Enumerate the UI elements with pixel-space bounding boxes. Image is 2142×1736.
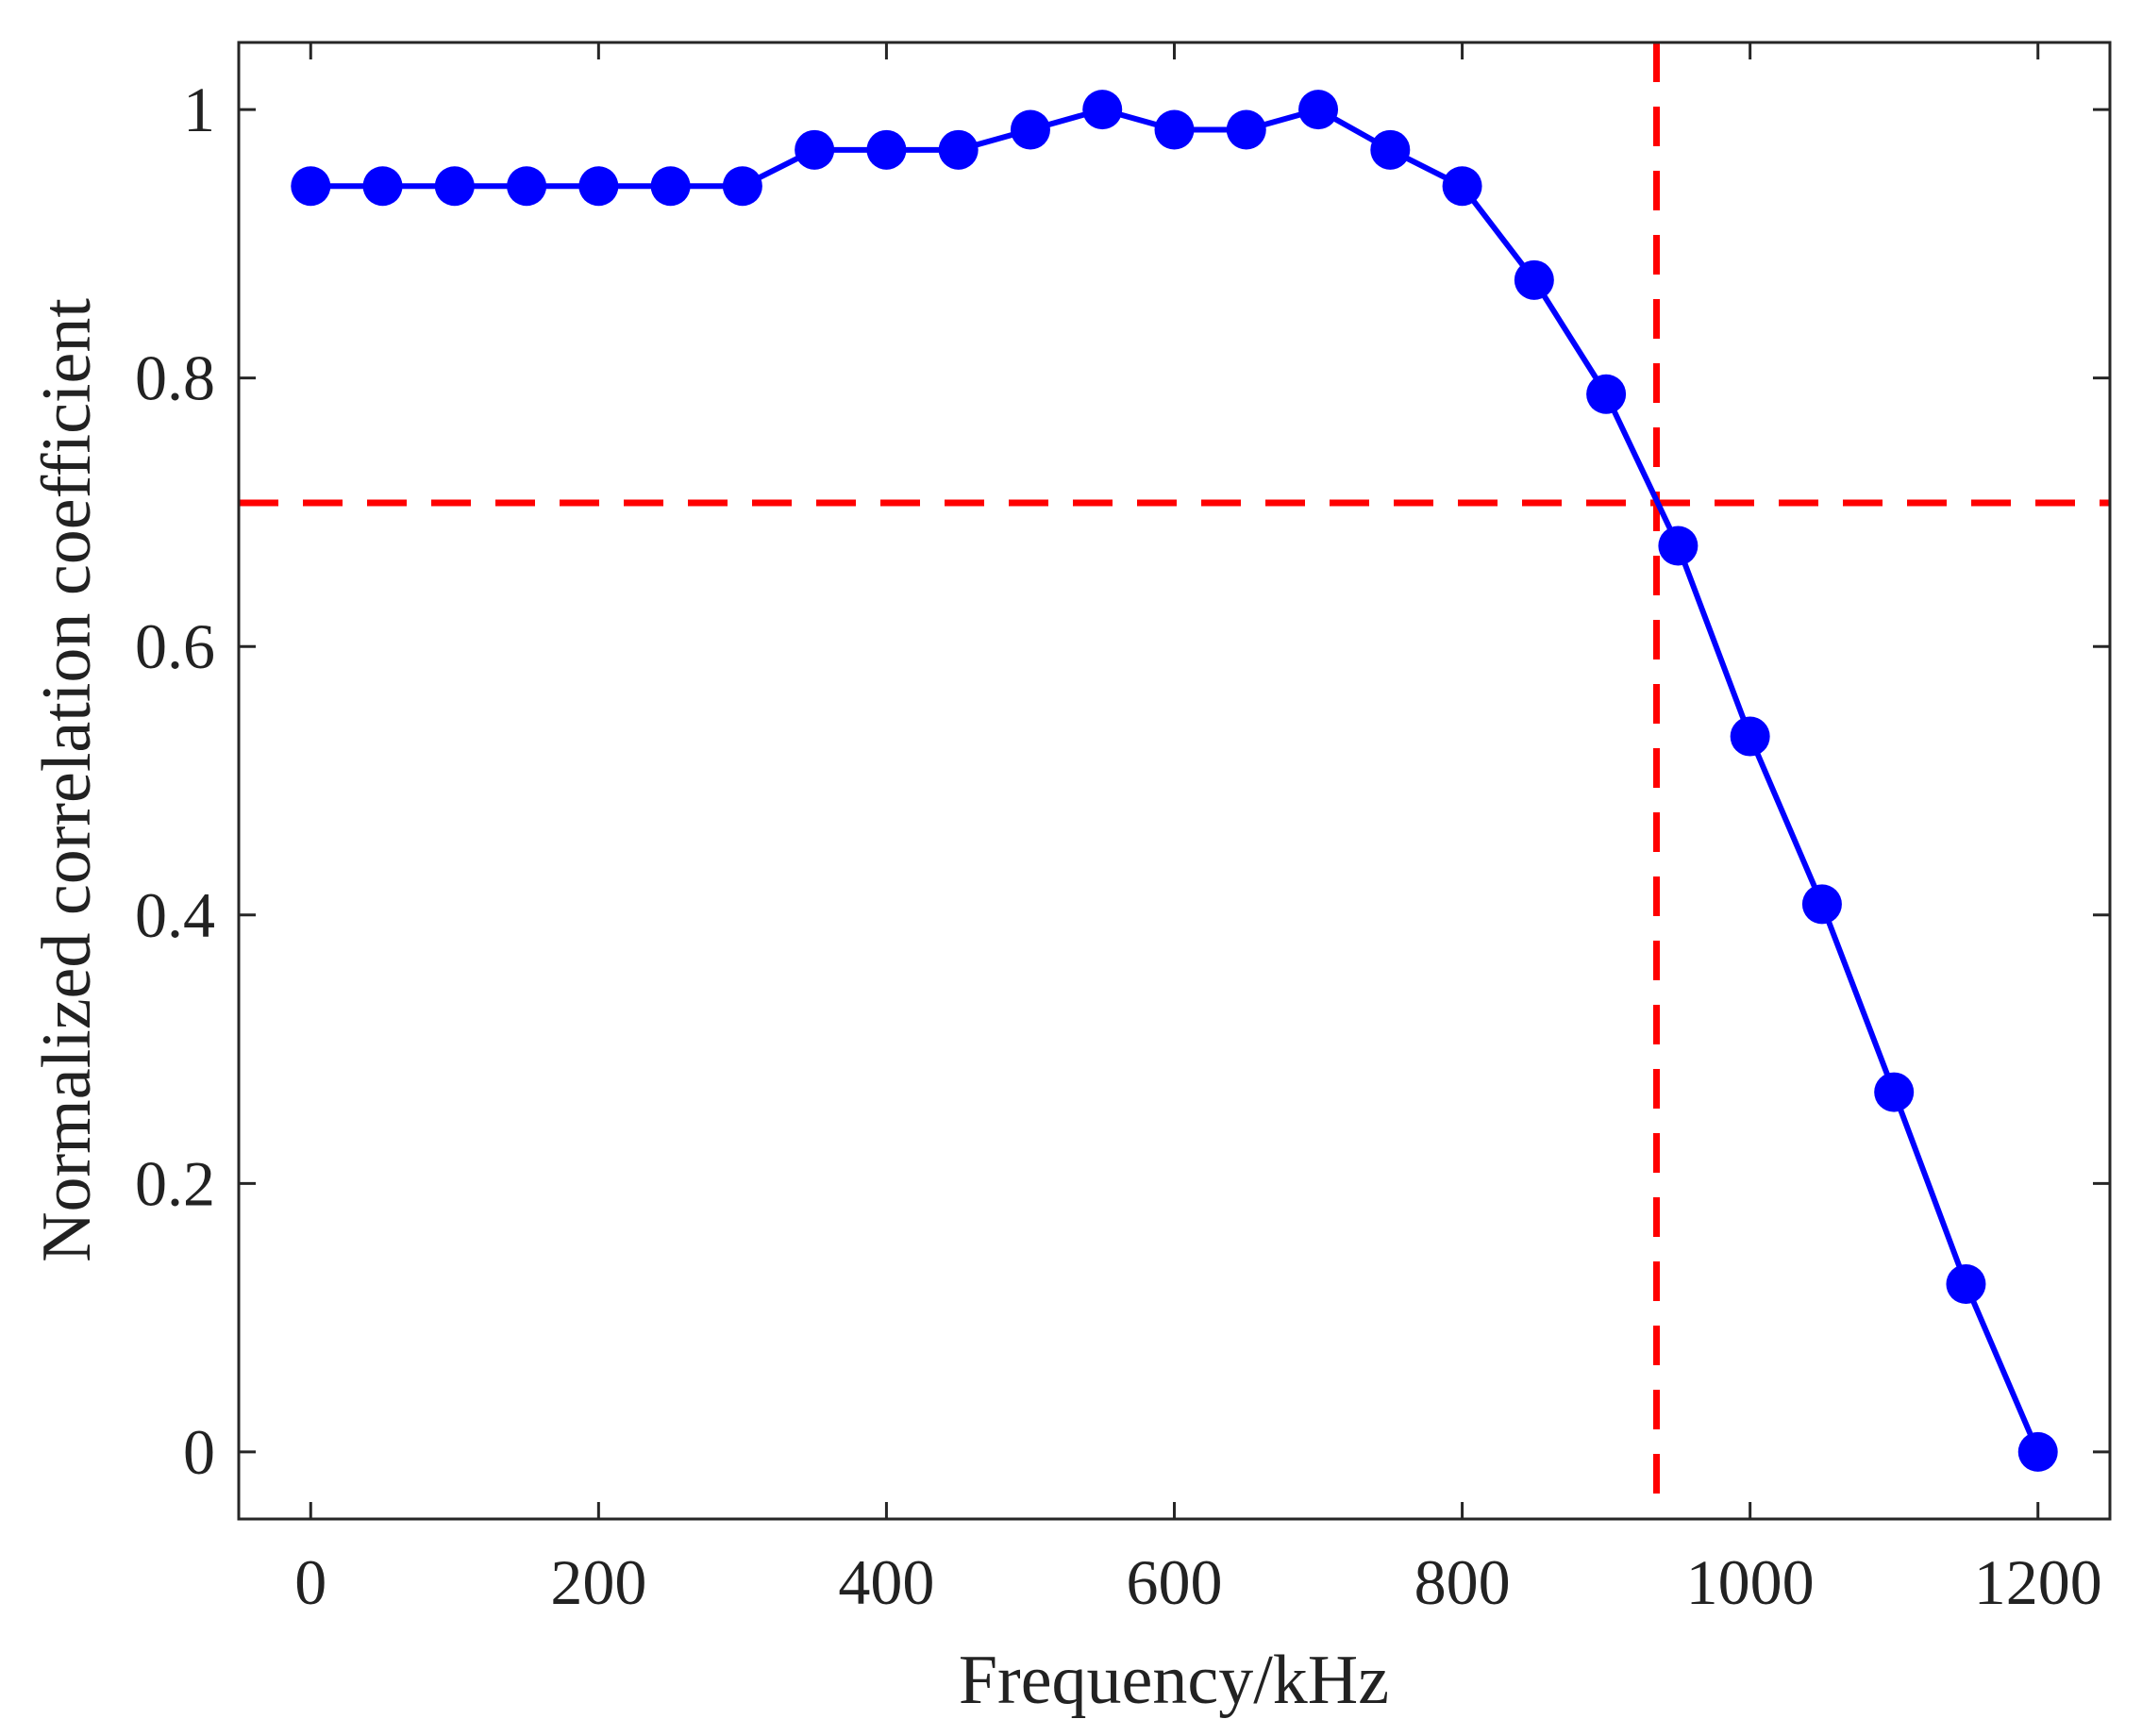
x-tick-label: 0 — [294, 1546, 326, 1618]
data-point — [1946, 1264, 1986, 1305]
series-layer — [291, 90, 2058, 1472]
data-point — [1874, 1072, 1915, 1112]
x-tick-label: 400 — [838, 1546, 934, 1618]
data-point — [722, 166, 762, 207]
data-point — [1298, 90, 1339, 130]
data-point — [866, 129, 907, 170]
x-tick-label: 200 — [550, 1546, 646, 1618]
x-axis-title: Frequency/kHz — [959, 1642, 1389, 1719]
reference-lines — [239, 42, 2110, 1519]
axes-frame — [237, 41, 2112, 1521]
x-tick-label: 1000 — [1686, 1546, 1815, 1618]
y-tick-label: 0.2 — [135, 1147, 215, 1219]
y-tick-label: 0.4 — [135, 879, 215, 951]
data-point — [291, 166, 331, 207]
data-point — [434, 166, 475, 207]
axis-ticks: 0 200 400 600 800 1000 1200 0 0.2 0.4 0.6 0.8 1 — [135, 42, 2110, 1618]
data-point — [1658, 526, 1699, 566]
data-point — [938, 129, 979, 170]
y-tick-label: 0.6 — [135, 610, 215, 682]
data-point — [1010, 109, 1050, 150]
x-tick-label: 600 — [1127, 1546, 1223, 1618]
data-point — [507, 166, 547, 207]
data-point — [1514, 259, 1554, 300]
data-point — [2017, 1431, 2058, 1472]
y-tick-label: 0.8 — [135, 342, 215, 414]
y-tick-label: 1 — [183, 74, 215, 145]
data-point — [1586, 374, 1627, 414]
data-point — [1442, 166, 1482, 207]
x-tick-label: 800 — [1414, 1546, 1511, 1618]
data-point — [1370, 129, 1411, 170]
data-point — [578, 166, 619, 207]
data-point — [1226, 109, 1266, 150]
y-axis-title: Normalized correlation coefficient — [28, 298, 106, 1262]
data-point — [1730, 716, 1770, 757]
data-point — [1154, 109, 1195, 150]
y-tick-label: 0 — [183, 1416, 215, 1488]
x-tick-label: 1200 — [1974, 1546, 2102, 1618]
data-point — [650, 166, 691, 207]
data-point — [1082, 90, 1123, 130]
data-point — [362, 166, 403, 207]
data-point — [1801, 884, 1842, 925]
data-point — [795, 129, 835, 170]
